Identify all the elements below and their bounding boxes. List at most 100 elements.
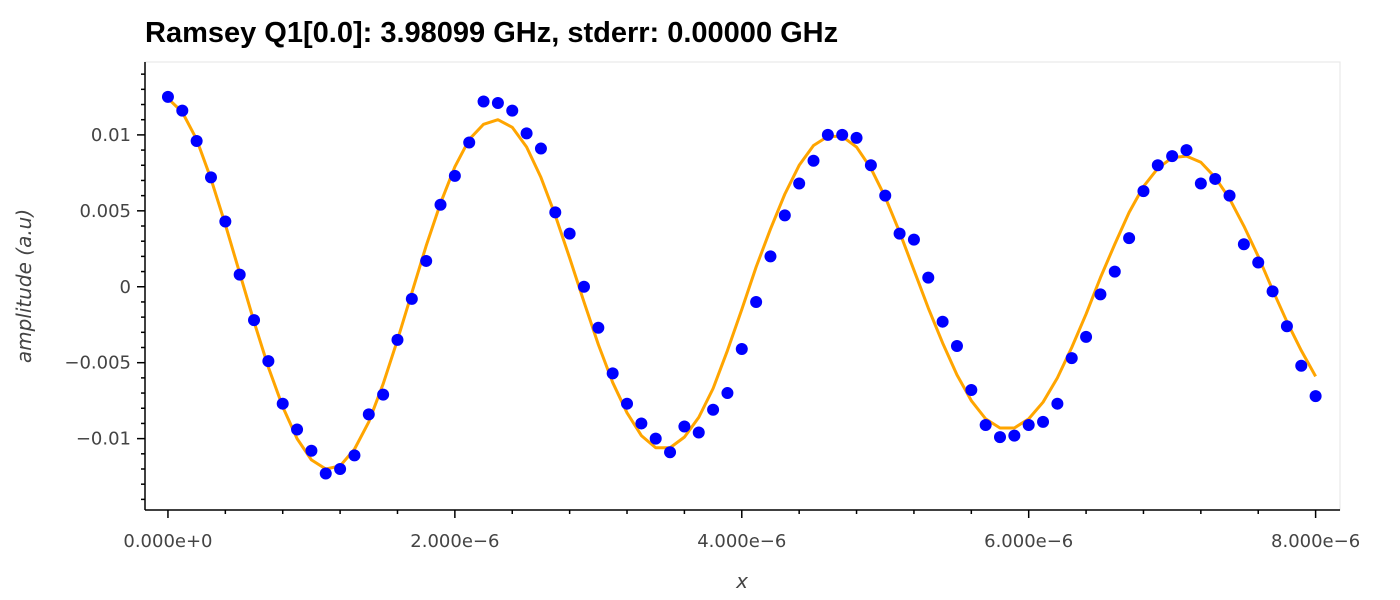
y-axis-label: amplitude (a.u): [12, 209, 36, 363]
x-ticks: 0.000e+0 2.000e−6 4.000e−6 6.000e−6 8.000e−6: [123, 510, 1360, 552]
data-point: [907, 233, 920, 246]
data-point: [291, 423, 304, 436]
data-point: [1008, 429, 1021, 442]
data-point: [1295, 359, 1308, 372]
data-point: [319, 467, 332, 480]
x-tick-label: 8.000e−6: [1271, 531, 1360, 552]
data-point: [864, 159, 877, 172]
data-point: [764, 250, 777, 263]
data-point: [621, 397, 634, 410]
data-point: [965, 384, 978, 397]
chart-title: Ramsey Q1[0.0]: 3.98099 GHz, stderr: 0.0…: [145, 17, 838, 49]
data-point: [922, 271, 935, 284]
data-point: [1108, 265, 1121, 278]
data-point: [204, 171, 217, 184]
data-point: [606, 367, 619, 380]
data-point: [276, 397, 289, 410]
data-point: [248, 314, 261, 327]
fit-line: [166, 97, 1317, 471]
data-point: [1209, 172, 1222, 185]
y-ticks: 0.01 0.005 0 −0.005 −0.01: [64, 73, 145, 501]
y-tick-label: 0.005: [79, 201, 131, 222]
data-point: [190, 134, 203, 147]
x-tick-label: 6.000e−6: [984, 531, 1073, 552]
fit-layer: [166, 97, 1317, 471]
data-point: [821, 128, 834, 141]
data-point: [692, 426, 705, 439]
data-point: [778, 209, 791, 222]
points-layer: [161, 90, 1322, 480]
data-point: [836, 128, 849, 141]
data-point: [635, 417, 648, 430]
data-point: [176, 104, 189, 117]
data-point: [534, 142, 547, 155]
data-point: [1151, 159, 1164, 172]
y-tick-label: −0.005: [64, 353, 131, 374]
data-point: [334, 463, 347, 475]
data-point: [491, 97, 504, 109]
data-point: [678, 420, 691, 433]
data-point: [520, 127, 533, 140]
data-point: [1223, 189, 1236, 202]
data-point: [434, 198, 447, 211]
data-point: [1280, 320, 1293, 333]
data-point: [721, 387, 734, 400]
data-point: [477, 95, 490, 108]
data-point: [161, 90, 174, 103]
data-point: [807, 154, 820, 167]
data-point: [707, 403, 720, 416]
data-point: [1051, 397, 1064, 410]
data-point: [950, 339, 963, 352]
data-point: [219, 215, 232, 228]
data-point: [506, 104, 519, 117]
data-point: [979, 418, 992, 431]
data-point: [577, 280, 590, 293]
data-point: [391, 333, 404, 346]
data-point: [850, 131, 863, 144]
data-point: [936, 315, 949, 328]
data-point: [362, 408, 375, 421]
plot-frame: [144, 61, 1341, 511]
data-point: [750, 295, 763, 308]
data-point: [305, 444, 318, 457]
data-point: [592, 321, 605, 334]
data-point: [463, 136, 476, 149]
data-point: [1309, 390, 1322, 403]
data-point: [233, 268, 246, 281]
data-point: [262, 355, 275, 368]
y-tick-label: 0: [120, 277, 131, 298]
data-point: [1237, 238, 1250, 251]
x-tick-label: 0.000e+0: [123, 531, 212, 552]
data-point: [893, 227, 906, 240]
data-point: [1065, 352, 1078, 365]
data-point: [420, 254, 433, 267]
data-point: [1022, 418, 1035, 431]
data-point: [793, 177, 806, 190]
data-point: [377, 388, 390, 401]
data-point: [1080, 330, 1093, 343]
data-point: [1194, 177, 1207, 190]
data-point: [649, 432, 662, 445]
data-point: [1166, 150, 1179, 163]
data-point: [1037, 415, 1050, 428]
data-point: [1123, 232, 1136, 245]
data-point: [348, 449, 361, 462]
x-tick-label: 4.000e−6: [697, 531, 786, 552]
data-point: [664, 446, 677, 459]
data-point: [1180, 144, 1193, 157]
data-point: [448, 169, 461, 182]
data-point: [549, 206, 562, 219]
data-point: [405, 292, 418, 305]
y-tick-label: −0.01: [76, 429, 131, 450]
data-point: [1094, 288, 1107, 301]
data-point: [994, 431, 1007, 444]
x-axis-label: x: [735, 569, 748, 593]
data-point: [563, 227, 576, 240]
y-tick-label: 0.01: [91, 125, 131, 146]
x-tick-label: 2.000e−6: [410, 531, 499, 552]
data-point: [1137, 185, 1150, 198]
data-point: [1266, 285, 1279, 298]
data-point: [735, 343, 748, 356]
